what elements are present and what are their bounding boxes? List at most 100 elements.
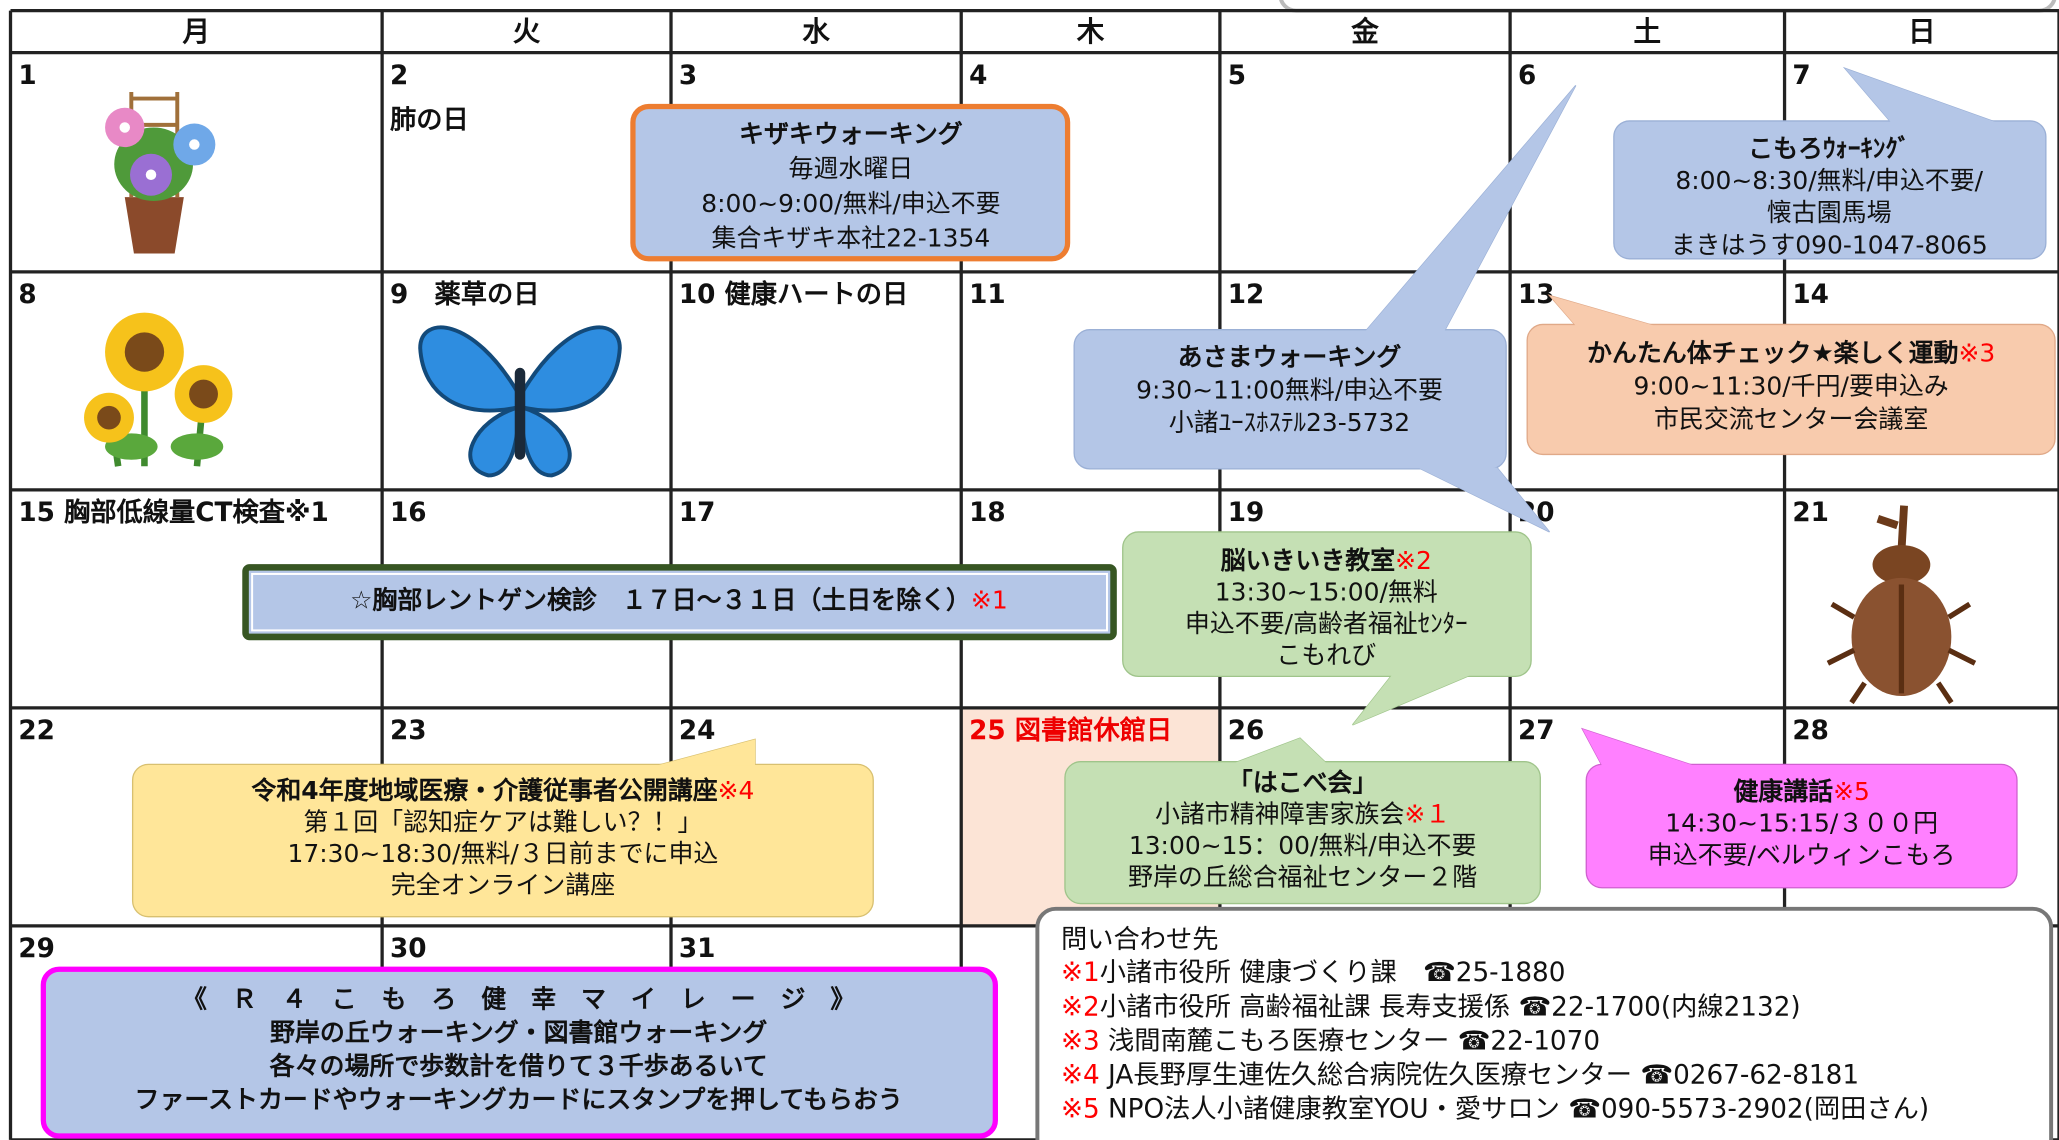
event-box [1073,329,1507,470]
event-text: 17:30~18:30/無料/３日前までに申込 [288,839,719,868]
day-label: 15 胸部低線量CT検査※1 [18,497,328,528]
event-text: ファーストカードやウォーキングカードにスタンプを押してもらおう [135,1085,903,1114]
day-label: 11 [969,280,1006,310]
event: ☆胸部レントゲン検診 １７日～３１日（土日を除く）※1 [242,564,1117,641]
event-text: 9:30~11:00無料/申込不要 [1136,375,1443,404]
weekday: 日 [1908,15,1936,48]
event-text: キザキウォーキング [739,119,963,148]
contact-mark: ※1 [1061,958,1100,988]
day-label: 8 [18,280,36,310]
day-label: 30 [390,934,427,964]
contact-mark: ※3 [1061,1026,1100,1056]
contact-line: ※3 浅間南麓こもろ医療センター ☎22-1070 [1061,1026,1600,1056]
weekday: 土 [1634,15,1662,48]
contact-frame [1035,906,2054,1140]
event-text: こもろｳｫｰｷﾝｸﾞ [1748,134,1910,163]
event: こもろｳｫｰｷﾝｸﾞ 8:00~8:30/無料/申込不要/懐古園馬場まきはうす09… [1613,66,2047,260]
event-text: 8:00~9:00/無料/申込不要 [701,189,1000,218]
sunflowers [84,312,233,467]
day-label: 5 [1228,61,1246,91]
event-text: 8:00~8:30/無料/申込不要/ [1675,166,1983,195]
event-text: 野岸の丘ウォーキング・図書館ウォーキング [270,1018,767,1047]
event-text: 13:00~15：00/無料/申込不要 [1129,831,1477,860]
event-text: 9:00~11:30/千円/要申込み [1634,371,1949,400]
event: 令和4年度地域医療・介護従事者公開講座※4第１回「認知症ケアは難しい？！」17:… [131,738,874,918]
day-label: 12 [1228,280,1265,310]
event-text: 毎週水曜日 [789,154,914,183]
event-note: ※1 [971,586,1008,615]
event-box [40,966,998,1139]
day-label: 6 [1518,61,1536,91]
event-text: 野岸の丘総合福祉センター２階 [1128,863,1477,892]
day-label: 1 [18,61,36,91]
callout-join [1844,68,1996,123]
event-text: 各々の場所で歩数計を借りて３千歩あるいて [269,1052,768,1081]
event-text: 小諸ﾕｰｽﾎｽﾃﾙ23-5732 [1169,408,1410,437]
day-label: 3 [679,61,697,91]
day-label: 14 [1792,280,1829,310]
weekday: 金 [1350,15,1379,48]
event-text: 第１回「認知症ケアは難しい？！」 [303,807,702,836]
day-label: 27 [1518,716,1555,746]
event-box [1585,763,2018,889]
event-text: 脳いきいき教室※2 [1221,546,1432,575]
day-label: 7 [1792,61,1810,91]
contact-text: 小諸市役所 健康づくり課 ☎25-1880 [1100,958,1566,988]
day-label: 18 [969,498,1006,528]
event-text: 14:30~15:15/３００円 [1665,809,1938,838]
contact-text: JA長野厚生連佐久総合病院佐久医療センター ☎0267-62-8181 [1100,1060,1859,1090]
event-text-part: 令和4年度地域医療・介護従事者公開講座 [251,776,717,805]
day-label: 28 [1792,716,1829,746]
contact-line: ※2小諸市役所 高齢福祉課 長寿支援係 ☎22-1700(内線2132) [1061,992,1801,1022]
day-label: 19 [1228,498,1265,528]
weekday: 月 [182,15,211,48]
event-box [630,103,1071,262]
event-text: かんたん体チェック★楽しく運動※3 [1587,339,1995,368]
event-text-part: 小諸市精神障害家族会 [1155,800,1404,829]
contact-text: 小諸市役所 高齢福祉課 長寿支援係 ☎22-1700(内線2132) [1100,992,1801,1022]
event-text-part: かんたん体チェック★楽しく運動 [1587,339,1958,368]
day-label: 26 [1228,716,1265,746]
contact-mark: ※4 [1061,1060,1100,1090]
callout-join [656,739,756,766]
event: あさまウォーキング 9:30~11:00無料/申込不要小諸ﾕｰｽﾎｽﾃﾙ23-57… [1073,85,1577,533]
event-text-part: 健康講話 [1733,777,1833,806]
event-box [1613,120,2047,260]
event-note: ※3 [1958,339,1995,368]
day-label: 17 [679,498,716,528]
event-text: まきはうす090-1047-8065 [1671,230,1988,259]
contact-line: ※1小諸市役所 健康づくり課 ☎25-1880 [1061,958,1565,988]
event-text-part: ☆胸部レントゲン検診 １７日～３１日（土日を除く） [350,586,971,615]
weekday: 木 [1076,15,1105,48]
callout-join [1582,728,1694,766]
butterfly [418,325,622,478]
event-text: あさまウォーキング [1178,343,1402,372]
contact-box: 問い合わせ先※1小諸市役所 健康づくり課 ☎25-1880※2小諸市役所 高齢福… [1035,906,2054,1140]
callout-join [1234,738,1327,764]
event-note: ※5 [1833,777,1870,806]
event-text: 集合キザキ本社22-1354 [712,224,991,253]
event-box [1122,531,1532,678]
callout-join [1365,85,1576,332]
event: 《 Ｒ ４ こ も ろ 健 幸 マ イ レ ー ジ 》野岸の丘ウォーキング・図書… [40,966,998,1139]
event-note: ※１ [1404,800,1450,829]
event-text: 小諸市精神障害家族会※１ [1155,800,1450,829]
day-label: 2 [390,61,408,91]
contact-line: ※4 JA長野厚生連佐久総合病院佐久医療センター ☎0267-62-8181 [1061,1060,1859,1090]
day-label: 22 [18,716,55,746]
day-note: 肺の日 [390,105,469,135]
event-text: 懐古園馬場 [1767,198,1892,227]
event-text: 申込不要/ベルウィンこもろ [1648,840,1956,869]
day-label: 4 [969,61,987,91]
day-label: 31 [679,934,716,964]
day-label: 29 [18,934,55,964]
event-box [1526,323,2056,456]
event-text: 完全オンライン講座 [391,870,615,899]
event: かんたん体チェック★楽しく運動※3 9:00~11:30/千円/要申込み市民交流セ… [1526,294,2056,456]
contact-line: ※5 NPO法人小諸健康教室YOU・愛サロン ☎090-5573-2902(岡田… [1061,1094,1929,1124]
